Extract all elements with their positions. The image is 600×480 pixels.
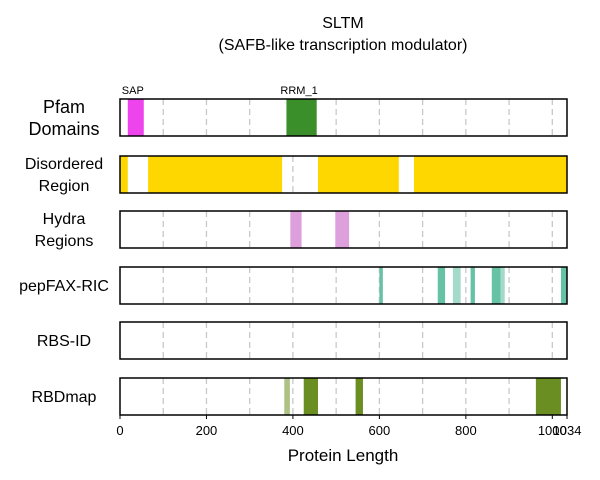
- segment: [303, 378, 318, 415]
- chart-subtitle: (SAFB-like transcription modulator): [219, 37, 468, 54]
- x-tick-label: 600: [369, 423, 391, 438]
- segment: [148, 156, 283, 193]
- track-3: pepFAX-RIC: [19, 266, 568, 305]
- track-label: Regions: [35, 233, 94, 250]
- track-frame: [119, 98, 568, 137]
- x-axis-label: Protein Length: [288, 446, 399, 465]
- x-tick-label: 1034: [553, 423, 582, 438]
- segment: [290, 211, 302, 248]
- x-tick-label: 800: [455, 423, 477, 438]
- segment: [437, 267, 446, 304]
- segment: [335, 211, 350, 248]
- segment: [127, 99, 144, 136]
- track-label: Pfam: [43, 97, 85, 117]
- track-label: Hydra: [43, 211, 86, 228]
- segment: [284, 378, 290, 415]
- segment: [560, 267, 567, 304]
- x-tick-label: 200: [196, 423, 218, 438]
- track-frame: [119, 155, 568, 194]
- chart-title: SLTM: [322, 15, 363, 32]
- domain-label: RRM_1: [280, 85, 317, 97]
- segment: [470, 267, 475, 304]
- track-label: Domains: [28, 119, 99, 139]
- track-1: Disordered Region: [25, 155, 568, 195]
- track-frame: [119, 321, 568, 360]
- x-tick-label: 1000: [538, 423, 567, 438]
- segment: [452, 267, 461, 304]
- segment: [286, 99, 317, 136]
- track-frame: [119, 210, 568, 249]
- track-2: Hydra Regions: [35, 210, 568, 250]
- x-tick-label: 0: [116, 423, 123, 438]
- track-label: pepFAX-RIC: [19, 278, 109, 295]
- track-label: Disordered: [25, 156, 103, 173]
- track-label: RBS-ID: [37, 333, 91, 350]
- segment: [496, 267, 505, 304]
- segment: [413, 156, 567, 193]
- segment: [535, 378, 561, 415]
- track-frame: [119, 266, 568, 305]
- track-label: Region: [39, 178, 90, 195]
- track-frame: [119, 377, 568, 416]
- segment: [379, 267, 383, 304]
- segment: [355, 378, 363, 415]
- track-4: RBS-ID: [37, 321, 568, 360]
- segment: [317, 156, 399, 193]
- domain-label: SAP: [122, 85, 144, 97]
- x-tick-label: 400: [282, 423, 304, 438]
- track-5: RBDmap: [32, 377, 568, 416]
- segment: [120, 156, 128, 193]
- track-label: RBDmap: [32, 389, 97, 406]
